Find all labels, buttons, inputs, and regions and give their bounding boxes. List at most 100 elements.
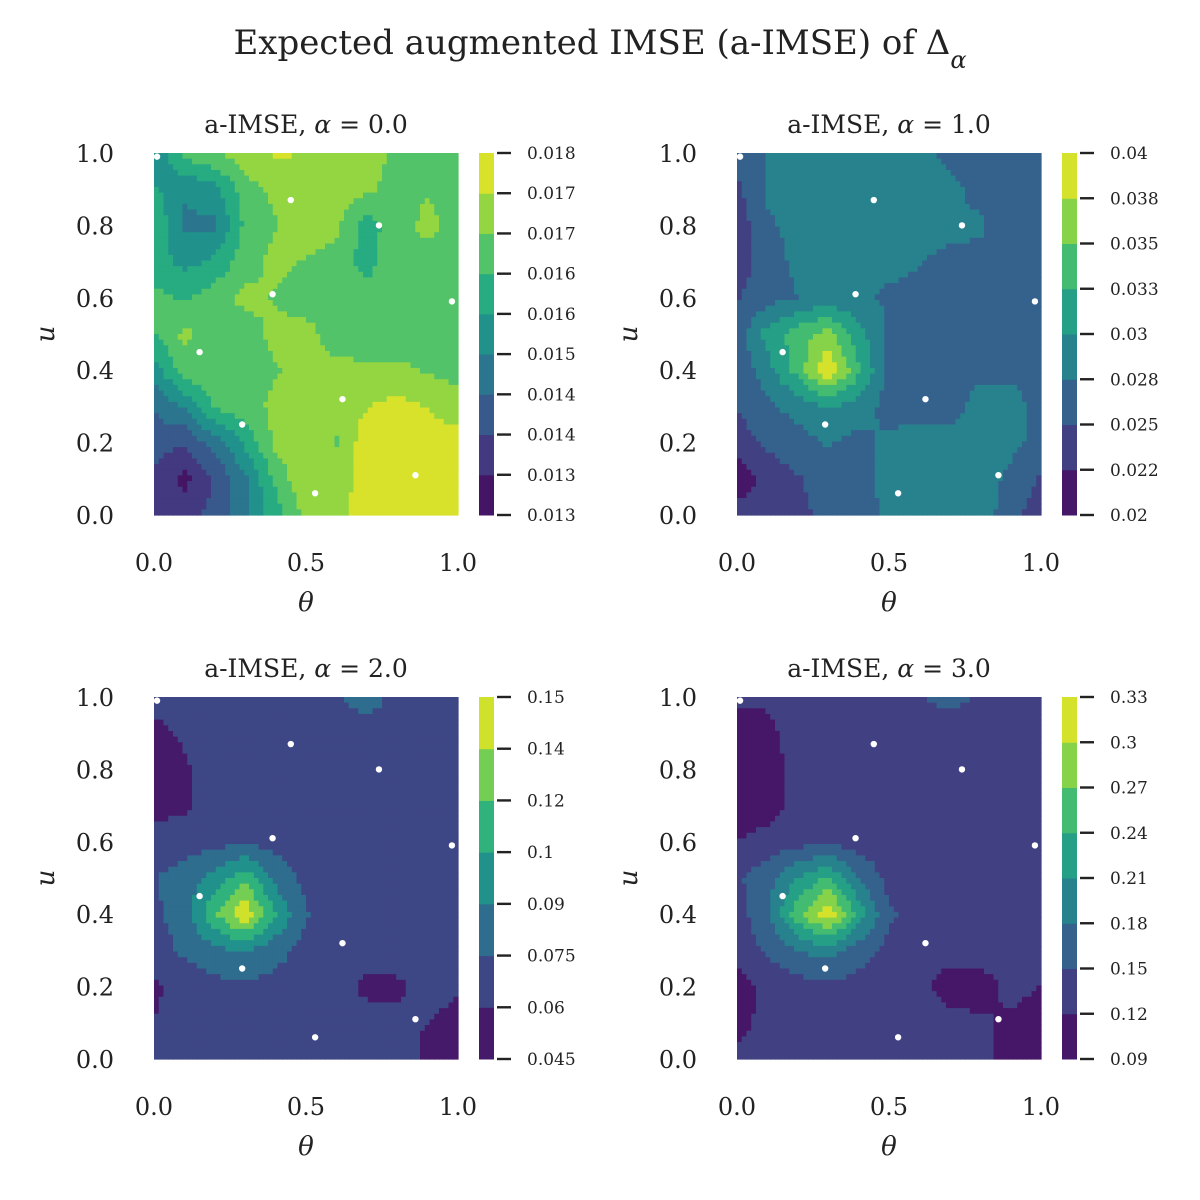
heatmap-cell xyxy=(272,447,279,454)
heatmap-cell xyxy=(827,158,833,165)
heatmap-cell xyxy=(206,220,212,228)
heatmap-cell xyxy=(329,226,336,233)
heatmap-cell xyxy=(908,164,914,171)
heatmap-cell xyxy=(268,334,274,341)
heatmap-cell xyxy=(192,492,198,499)
heatmap-cell xyxy=(177,492,184,499)
heatmap-cell xyxy=(320,418,326,426)
heatmap-cell xyxy=(363,294,369,301)
heatmap-cell xyxy=(287,430,293,437)
heatmap-cell xyxy=(277,164,283,171)
heatmap-cell xyxy=(836,198,843,205)
heatmap-cell xyxy=(249,271,255,279)
heatmap-cell xyxy=(822,203,828,211)
heatmap-cell xyxy=(386,475,393,482)
heatmap-cell xyxy=(453,447,459,454)
heatmap-cell xyxy=(993,215,999,222)
heatmap-cell xyxy=(453,367,459,375)
heatmap-cell xyxy=(173,294,179,301)
heatmap-cell xyxy=(775,215,781,222)
heatmap-cell xyxy=(334,215,340,222)
heatmap-cell xyxy=(168,401,174,409)
heatmap-cell xyxy=(211,283,217,290)
heatmap-cell xyxy=(372,169,378,177)
heatmap-cell xyxy=(998,192,1004,199)
heatmap-cell xyxy=(870,158,876,165)
heatmap-cell xyxy=(206,424,212,431)
heatmap-cell xyxy=(187,322,193,329)
heatmap-cell xyxy=(453,254,459,262)
heatmap-cell xyxy=(334,396,340,403)
heatmap-cell xyxy=(410,350,416,358)
heatmap-cell xyxy=(253,300,260,307)
heatmap-cell xyxy=(874,175,881,182)
heatmap-cell xyxy=(272,458,279,465)
heatmap-cell xyxy=(182,203,188,211)
heatmap-cell xyxy=(443,209,450,216)
heatmap-cell xyxy=(439,481,445,488)
heatmap-cell xyxy=(737,186,743,194)
heatmap-cell xyxy=(931,175,938,182)
heatmap-cell xyxy=(329,362,336,369)
heatmap-cell xyxy=(358,317,364,324)
heatmap-cell xyxy=(344,424,350,431)
heatmap-cell xyxy=(358,249,364,256)
heatmap-cell xyxy=(396,294,402,301)
heatmap-cell xyxy=(363,226,369,233)
heatmap-cell xyxy=(325,418,331,426)
heatmap-cell xyxy=(306,430,312,437)
heatmap-cell xyxy=(334,458,340,465)
heatmap-cell xyxy=(263,158,269,165)
heatmap-cell xyxy=(1012,169,1018,177)
heatmap-cell xyxy=(253,305,260,312)
heatmap-cell xyxy=(401,311,407,318)
heatmap-cell xyxy=(253,226,260,233)
heatmap-cell xyxy=(1022,164,1028,171)
heatmap-cell xyxy=(268,283,274,290)
heatmap-cell xyxy=(282,441,288,448)
heatmap-cell xyxy=(410,413,416,420)
heatmap-cell xyxy=(315,169,321,177)
heatmap-cell xyxy=(320,367,326,375)
heatmap-cell xyxy=(277,243,283,250)
heatmap-cell xyxy=(201,215,207,222)
heatmap-cell xyxy=(154,418,160,426)
heatmap-cell xyxy=(253,503,260,510)
heatmap-cell xyxy=(215,458,222,465)
heatmap-cell xyxy=(277,209,283,216)
heatmap-cell xyxy=(306,373,312,380)
heatmap-cell xyxy=(424,203,431,211)
heatmap-cell xyxy=(358,486,364,493)
heatmap-cell xyxy=(268,339,274,346)
heatmap-cell xyxy=(310,418,317,426)
heatmap-cell xyxy=(443,334,450,341)
heatmap-cell xyxy=(927,215,933,222)
heatmap-cell xyxy=(893,169,900,177)
heatmap-cell xyxy=(377,334,383,341)
heatmap-cell xyxy=(339,447,345,454)
heatmap-cell xyxy=(215,328,222,335)
heatmap-cell xyxy=(325,226,331,233)
heatmap-cell xyxy=(154,509,160,516)
heatmap-cell xyxy=(182,334,188,341)
heatmap-cell xyxy=(353,413,359,420)
heatmap-cell xyxy=(405,192,412,199)
heatmap-cell xyxy=(443,164,450,171)
heatmap-cell xyxy=(429,407,435,414)
heatmap-cell xyxy=(936,158,942,165)
heatmap-cell xyxy=(358,158,364,165)
heatmap-cell xyxy=(353,390,359,397)
heatmap-cell xyxy=(234,271,241,279)
heatmap-cell xyxy=(443,305,450,312)
heatmap-cell xyxy=(936,153,942,160)
heatmap-cell xyxy=(955,169,961,177)
heatmap-cell xyxy=(263,464,269,471)
heatmap-cell xyxy=(974,169,980,177)
heatmap-cell xyxy=(1026,186,1033,194)
heatmap-cell xyxy=(282,503,288,510)
heatmap-cell xyxy=(405,424,412,431)
heatmap-cell xyxy=(424,198,431,205)
heatmap-cell xyxy=(363,215,369,222)
heatmap-cell xyxy=(1036,158,1042,165)
heatmap-cell xyxy=(301,481,307,488)
